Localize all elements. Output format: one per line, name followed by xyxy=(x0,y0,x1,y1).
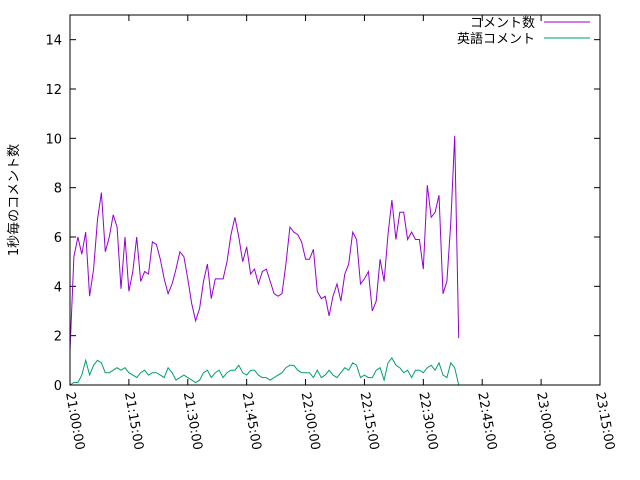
y-tick-label: 4 xyxy=(54,280,62,295)
series-layer xyxy=(69,135,460,386)
y-tick-label: 6 xyxy=(54,231,62,246)
x-tick-label: 22:15:00 xyxy=(357,391,382,451)
y-axis-label: 1秒毎のコメント数 xyxy=(6,144,22,256)
y-tick-label: 10 xyxy=(45,132,62,147)
x-tick-label: 23:00:00 xyxy=(533,391,558,451)
legend-label: コメント数 xyxy=(470,16,535,31)
y-tick-label: 8 xyxy=(54,182,62,197)
series-line-1 xyxy=(69,135,460,351)
x-tick-label: 23:15:00 xyxy=(592,391,617,451)
x-tick-label: 21:15:00 xyxy=(121,391,146,451)
x-tick-label: 22:00:00 xyxy=(298,391,323,451)
plot-border xyxy=(69,14,601,386)
series-line-2 xyxy=(69,356,460,386)
y-axis-ticks: 0 2 4 6 8 10 12 14 xyxy=(45,34,600,394)
x-tick-label: 21:45:00 xyxy=(239,391,264,451)
y-tick-label: 0 xyxy=(54,379,62,394)
y-tick-label: 12 xyxy=(45,83,62,98)
x-tick-label: 22:30:00 xyxy=(415,391,440,451)
x-tick-label: 21:30:00 xyxy=(180,391,205,451)
x-tick-label: 21:00:00 xyxy=(62,391,87,451)
legend-label: 英語コメント xyxy=(457,31,535,47)
x-axis-ticks: 21:00:00 21:15:00 21:30:00 21:45:00 22:00:00… xyxy=(62,15,617,451)
y-tick-label: 2 xyxy=(54,330,62,345)
x-tick-label: 22:45:00 xyxy=(474,391,499,451)
y-tick-label: 14 xyxy=(45,34,62,49)
